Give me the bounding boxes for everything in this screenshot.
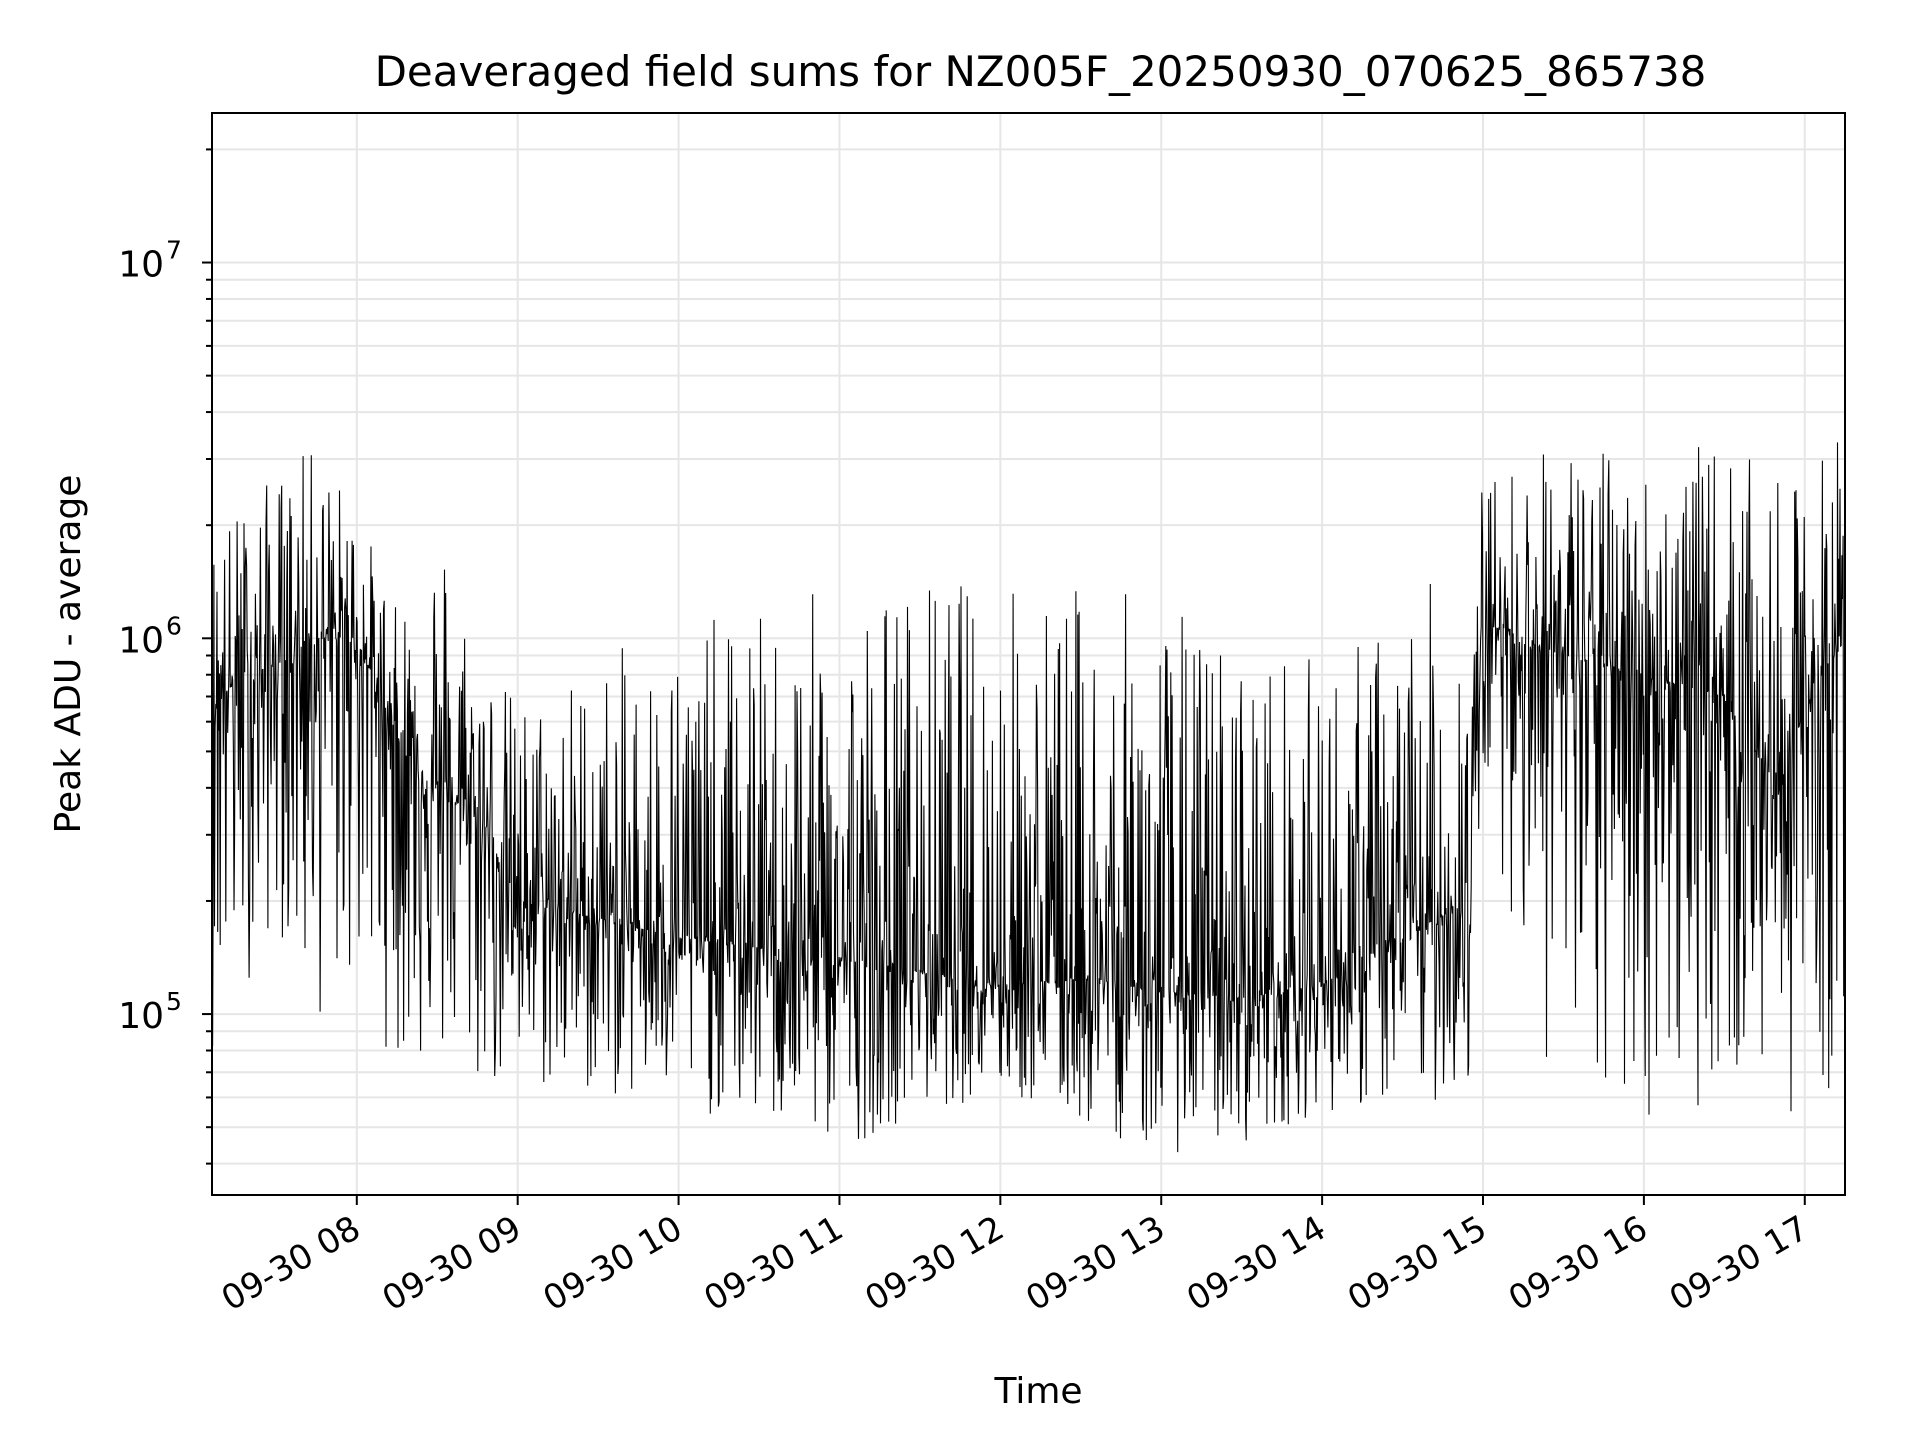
x-axis-label: Time: [993, 1371, 1082, 1412]
svg-text:5: 5: [166, 987, 182, 1016]
svg-text:10: 10: [118, 245, 164, 286]
plot-frame: [211, 112, 1846, 1196]
y-tick-label: 10 7: [118, 236, 182, 286]
y-tick-label: 10 6: [118, 611, 182, 661]
svg-text:6: 6: [166, 611, 182, 640]
series-line: [211, 442, 1846, 1153]
svg-text:10: 10: [118, 996, 164, 1037]
y-tick-label: 10 5: [118, 987, 182, 1037]
svg-text:10: 10: [118, 620, 164, 661]
series-trace: [211, 442, 1846, 1153]
y-axis-label: Peak ADU - average: [48, 475, 89, 834]
svg-text:7: 7: [166, 236, 182, 265]
chart-title: Deaveraged field sums for NZ005F_2025093…: [375, 47, 1707, 96]
